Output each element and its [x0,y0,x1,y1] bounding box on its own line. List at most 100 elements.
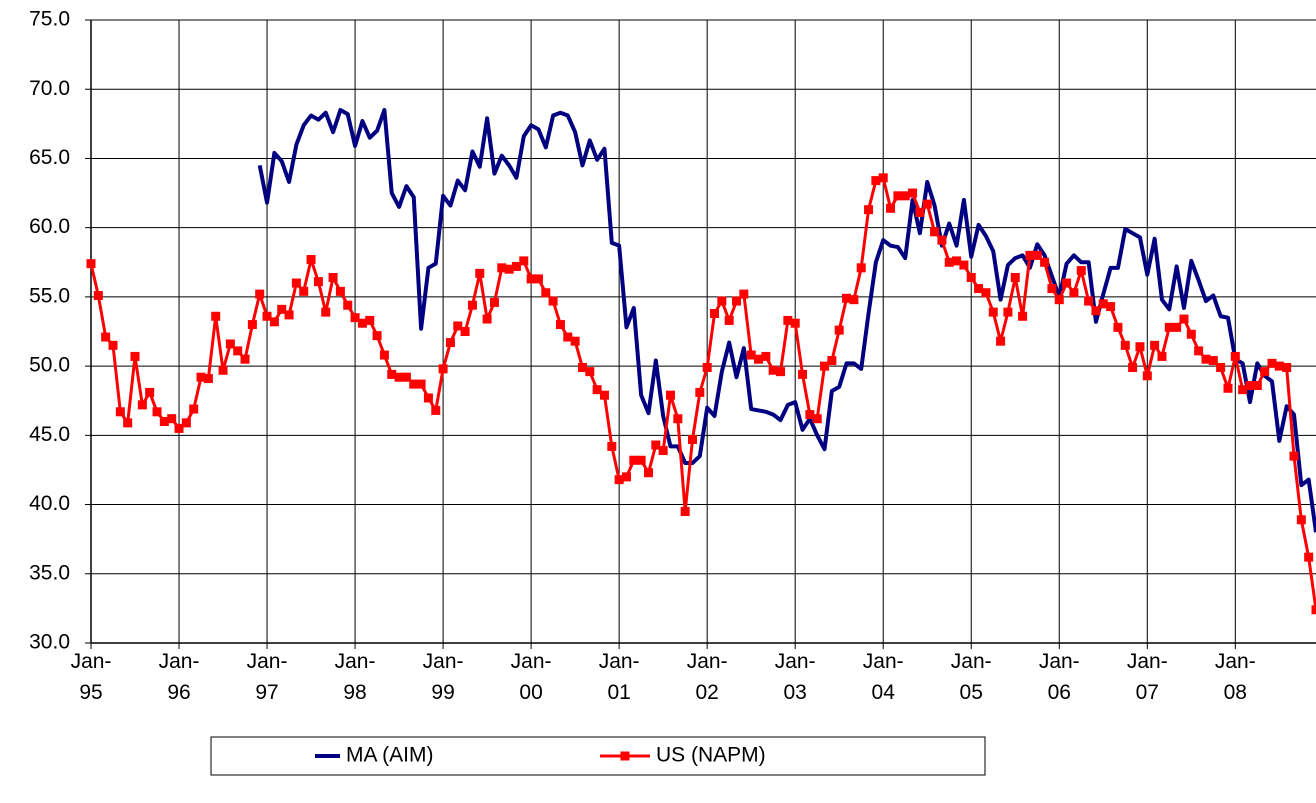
point-marker [453,321,463,331]
point-marker [511,261,521,271]
point-marker [1260,367,1270,377]
point-marker [665,390,675,400]
point-marker [629,455,639,465]
point-marker [651,440,661,450]
point-marker [1201,354,1211,364]
point-marker [291,278,301,288]
point-marker [343,300,353,310]
point-marker [842,293,852,303]
point-marker [533,274,543,284]
point-marker [394,372,404,382]
point-marker [798,369,808,379]
point-marker [321,307,331,317]
point-marker [915,207,925,217]
point-marker [541,288,551,298]
point-marker [1106,302,1116,312]
point-marker [1186,329,1196,339]
point-marker [900,191,910,201]
point-marker [680,506,690,516]
y-tick-label: 30.0 [29,631,70,654]
point-marker [1289,451,1299,461]
point-marker [1040,257,1050,267]
point-marker [1311,605,1316,615]
x-tick-label: Jan-00 [510,650,552,704]
point-marker [996,336,1006,346]
point-marker [1076,266,1086,276]
x-tick-label: Jan-04 [862,650,904,704]
point-marker [423,393,433,403]
point-marker [460,327,470,336]
point-marker [732,296,742,306]
x-tick-label: Jan-99 [422,650,464,704]
point-marker [328,273,338,283]
point-marker [893,191,903,201]
point-marker [1304,552,1314,562]
point-marker [761,351,771,361]
x-tick-label: Jan-96 [158,650,200,704]
y-tick-label: 45.0 [29,423,70,446]
y-tick-label: 40.0 [29,492,70,515]
point-marker [856,263,866,273]
y-tick-label: 50.0 [29,354,70,377]
y-tick-label: 75.0 [29,8,70,31]
point-marker [401,372,411,382]
point-marker [497,263,507,273]
point-marker [673,414,683,424]
point-marker [599,390,609,400]
point-marker [864,205,874,215]
point-marker [724,315,734,325]
point-marker [746,350,756,360]
point-marker [519,256,529,266]
point-marker [1194,346,1204,356]
point-marker [739,289,749,299]
point-marker [335,286,345,296]
point-marker [1069,288,1079,298]
point-marker [790,318,800,328]
point-marker [607,441,617,451]
point-marker [365,315,375,325]
point-marker [812,414,822,424]
point-marker [555,320,565,330]
point-marker [710,309,720,319]
point-marker [431,405,441,415]
point-marker [754,354,764,364]
point-marker [636,455,646,465]
point-marker [379,350,389,360]
point-marker [240,354,250,364]
y-tick-label: 35.0 [29,561,70,584]
point-marker [621,472,631,482]
point-marker [548,296,558,306]
point-marker [1230,351,1240,361]
point-marker [952,256,962,266]
point-marker [504,264,514,274]
point-marker [922,199,932,209]
point-marker [387,369,397,379]
point-marker [695,387,705,397]
series-line [257,107,1316,533]
point-marker [908,188,918,198]
point-marker [409,379,419,389]
point-marker [827,356,837,366]
point-marker [1062,278,1072,288]
point-marker [1208,356,1218,366]
point-marker [93,291,103,301]
point-marker [658,446,668,456]
point-marker [959,260,969,270]
point-marker [570,336,580,346]
point-marker [108,340,118,350]
point-marker [130,351,140,361]
x-tick-label: Jan-08 [1214,650,1256,704]
point-marker [211,311,221,321]
x-tick-label: Jan-03 [774,650,816,704]
point-marker [174,423,184,433]
point-marker [482,314,492,324]
point-marker [123,418,133,428]
point-marker [702,362,712,372]
point-marker [776,367,786,377]
point-marker [489,297,499,307]
legend-item: MA (AIM) [315,744,434,767]
point-marker [350,313,360,323]
point-marker [966,273,976,283]
point-marker [306,255,316,265]
